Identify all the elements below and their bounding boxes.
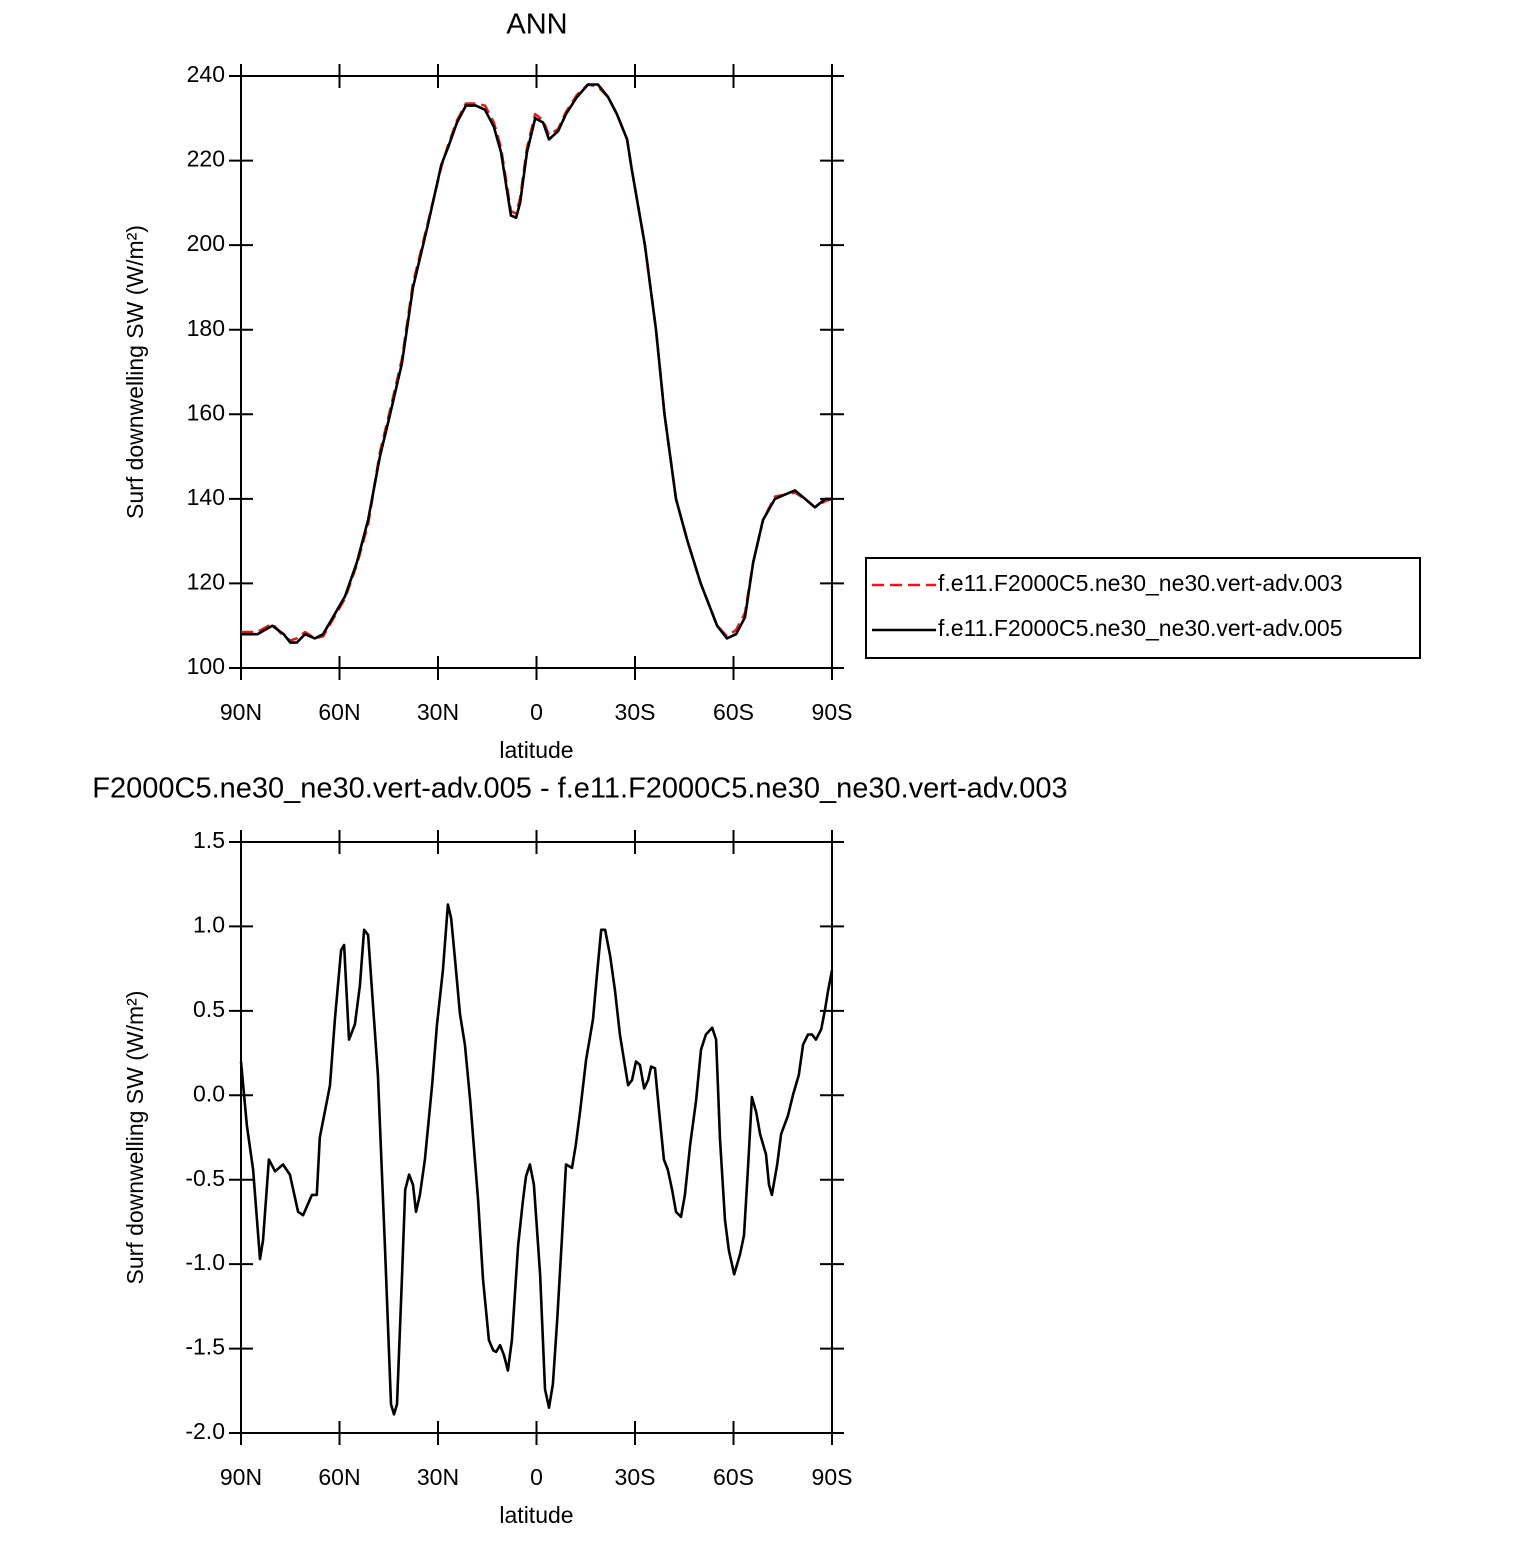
x-tick-label: 0 bbox=[530, 1464, 543, 1490]
y-tick-label: -0.5 bbox=[185, 1165, 225, 1191]
y-tick-label: 240 bbox=[187, 61, 225, 87]
x-tick-label: 90S bbox=[812, 1464, 853, 1490]
x-tick-label: 30S bbox=[615, 699, 656, 725]
y-axis-label: Surf downwelling SW (W/m²) bbox=[122, 225, 148, 519]
y-tick-label: 1.0 bbox=[193, 912, 225, 938]
y-tick-label: 0.0 bbox=[193, 1080, 225, 1106]
chart-title: ANN bbox=[506, 9, 567, 41]
x-tick-label: 60N bbox=[318, 699, 360, 725]
x-tick-label: 90S bbox=[812, 699, 853, 725]
x-tick-label: 30N bbox=[417, 1464, 459, 1490]
x-axis-label: latitude bbox=[499, 1502, 573, 1528]
x-tick-label: 30N bbox=[417, 699, 459, 725]
legend-box bbox=[865, 557, 1421, 659]
data-line bbox=[241, 83, 833, 642]
chart-title: F2000C5.ne30_ne30.vert-adv.005 - f.e11.F… bbox=[92, 773, 1067, 805]
x-tick-label: 60S bbox=[713, 699, 754, 725]
y-tick-label: -1.0 bbox=[185, 1249, 225, 1275]
y-tick-label: 0.5 bbox=[193, 996, 225, 1022]
y-tick-label: -2.0 bbox=[185, 1418, 225, 1444]
legend-label: f.e11.F2000C5.ne30_ne30.vert-adv.003 bbox=[938, 570, 1343, 596]
y-tick-label: -1.5 bbox=[185, 1334, 225, 1360]
plot-frame bbox=[240, 75, 833, 669]
legend-label: f.e11.F2000C5.ne30_ne30.vert-adv.005 bbox=[938, 615, 1343, 641]
y-tick-label: 100 bbox=[187, 653, 225, 679]
x-axis-label: latitude bbox=[499, 737, 573, 763]
x-tick-label: 60S bbox=[713, 1464, 754, 1490]
y-tick-label: 200 bbox=[187, 230, 225, 256]
y-tick-label: 180 bbox=[187, 315, 225, 341]
y-tick-label: 220 bbox=[187, 146, 225, 172]
y-tick-label: 160 bbox=[187, 399, 225, 425]
x-tick-label: 90N bbox=[220, 1464, 262, 1490]
x-tick-label: 0 bbox=[530, 699, 543, 725]
data-line bbox=[241, 83, 832, 644]
x-tick-label: 30S bbox=[615, 1464, 656, 1490]
y-tick-label: 120 bbox=[187, 569, 225, 595]
x-tick-label: 90N bbox=[220, 699, 262, 725]
data-line bbox=[239, 903, 834, 1416]
y-axis-label: Surf downwelling SW (W/m²) bbox=[122, 991, 148, 1285]
x-tick-label: 60N bbox=[318, 1464, 360, 1490]
y-tick-label: 140 bbox=[187, 484, 225, 510]
plot-frame bbox=[240, 841, 833, 1434]
y-tick-label: 1.5 bbox=[193, 827, 225, 853]
